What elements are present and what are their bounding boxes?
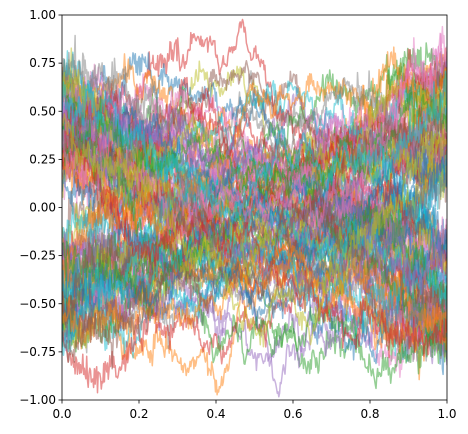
series-line xyxy=(62,113,447,348)
x-axis: 0.0 0.2 0.4 0.6 0.8 1.0 xyxy=(52,400,457,421)
y-tick-label: 1.00 xyxy=(29,8,56,22)
y-tick-label: −0.25 xyxy=(19,249,56,263)
y-tick-label: 0.50 xyxy=(29,104,56,118)
series-layer xyxy=(62,18,447,398)
series-line xyxy=(62,70,447,220)
x-tick-label: 0.6 xyxy=(283,407,302,421)
y-tick-label: 0.25 xyxy=(29,152,56,166)
y-tick-label: −1.00 xyxy=(19,393,56,407)
x-tick-label: 1.0 xyxy=(437,407,456,421)
y-tick-label: −0.50 xyxy=(19,297,56,311)
y-tick-label: −0.75 xyxy=(19,345,56,359)
y-axis: 1.00 0.75 0.50 0.25 0.00 −0.25 −0.50 −0.75 −1.00 xyxy=(19,8,62,407)
series-line xyxy=(62,127,447,365)
y-tick-label: 0.75 xyxy=(29,56,56,70)
series-line xyxy=(62,123,447,359)
y-tick-label: 0.00 xyxy=(29,201,56,215)
x-tick-label: 0.4 xyxy=(206,407,225,421)
x-tick-label: 0.8 xyxy=(360,407,379,421)
x-tick-label: 0.2 xyxy=(129,407,148,421)
x-tick-label: 0.0 xyxy=(52,407,71,421)
series-line xyxy=(62,102,447,231)
